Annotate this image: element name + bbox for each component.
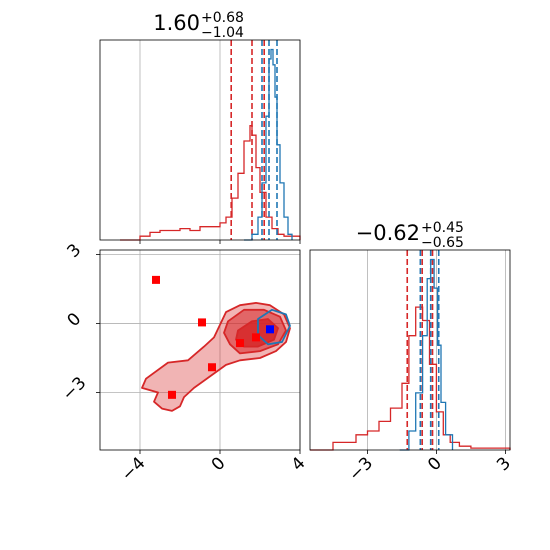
joint-marker-0 [152,275,160,284]
joint-panel: −4 0 4 3 0 −3 [59,240,310,485]
joint-marker-2 [208,363,216,372]
joint-xtick-label: −4 [118,453,150,485]
marginal-top-title-value: 1.60 [153,11,200,35]
marginal-right-frame [309,249,511,451]
joint-ytick-label: 0 [64,309,86,331]
marginal-right-series-0 [310,306,511,451]
marginal-top-series-0 [120,125,301,241]
marginal-top-series-1 [244,48,293,241]
marginal-right-title-err-minus: −0.65 [421,235,464,251]
marginal-top-panel [99,39,301,244]
joint-xtick-label: 4 [288,453,310,475]
marginal-top-title-err-plus: +0.68 [201,10,244,26]
joint-frame [99,249,301,451]
joint-xtick-label: 0 [208,453,230,475]
joint-marker-4 [236,339,244,348]
joint-marker-1 [198,318,206,327]
joint-marker-3 [168,390,176,399]
marginal-right-tick-label: 0 [424,453,446,475]
marginal-right-tick-label: 3 [493,453,515,475]
marginal-right-panel: −3 0 3 [309,249,515,485]
joint-ytick-label: −3 [59,373,91,405]
marginal-right-title-value: −0.62 [356,221,420,245]
joint-ytick-label: 3 [64,240,86,262]
marginal-top-title-err-minus: −1.04 [201,25,244,41]
marginal-right-title-err-plus: +0.45 [421,220,464,236]
marginal-right-tick-label: −3 [345,453,377,485]
joint-marker-5 [252,333,260,342]
joint-marker-6 [266,325,274,334]
marginal-top-frame [99,39,301,241]
